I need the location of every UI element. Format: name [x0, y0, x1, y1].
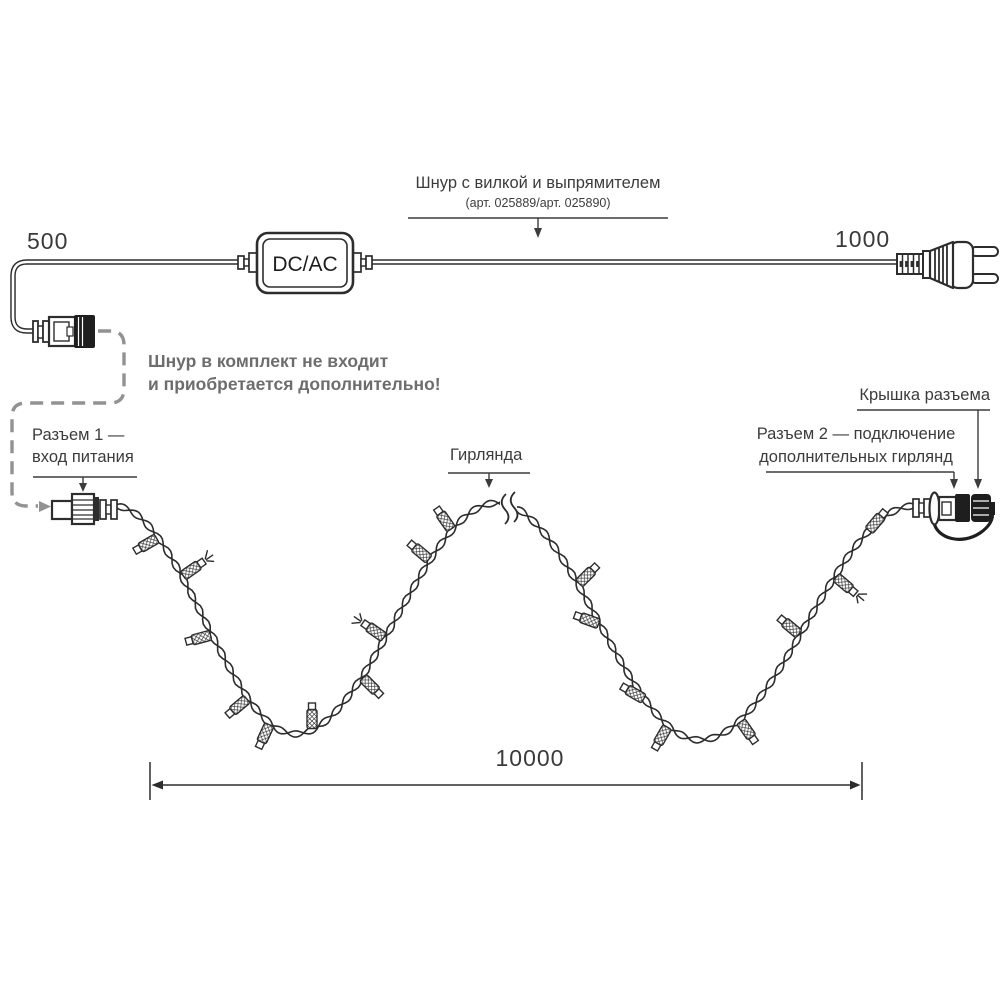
connector1-label-line2: вход питания [32, 448, 134, 466]
connector1-label: Разъем 1 — вход питания [32, 424, 134, 468]
garland-bulb [180, 550, 215, 580]
connector-cap-figure [971, 494, 995, 522]
cord-500-figure [10, 259, 240, 334]
cap-pointer [857, 409, 990, 489]
dimension-10000-label: 10000 [495, 745, 565, 771]
garland-bulb [575, 561, 601, 587]
dcac-converter-figure: DC/AC [237, 231, 373, 295]
garland-bulb [359, 674, 385, 700]
connector2-figure [912, 491, 995, 541]
bulb-sparkle [351, 613, 363, 624]
bulb-sparkle [855, 593, 868, 604]
garland-bulb [572, 610, 601, 629]
cap-tether-cord [932, 511, 995, 541]
garland-bulb [618, 682, 647, 704]
connector1-figure [50, 492, 118, 526]
note-line1: Шнур в комплект не входит [148, 351, 389, 371]
dashed-arrowhead [39, 501, 51, 512]
garland-label: Гирлянда [450, 446, 523, 464]
garland-bulb [254, 722, 274, 751]
garland-bulb [776, 613, 802, 638]
garland-wire-figure [113, 499, 915, 752]
garland-bulb [432, 505, 456, 532]
garland-bulb [650, 724, 672, 752]
note-line2: и приобретается дополнительно! [148, 374, 441, 394]
garland-bulb [184, 630, 213, 647]
garland-bulb [736, 718, 760, 746]
garland-label-pointer [448, 472, 530, 488]
garland-bulb [131, 534, 160, 556]
garland-bulb [833, 573, 868, 604]
garland-bulb [406, 539, 432, 563]
cord-label-pointer [408, 217, 668, 238]
connector2-label: Разъем 2 — подключение дополнительных ги… [752, 423, 960, 468]
connector2-pointer [766, 471, 958, 489]
garland-bulb [306, 702, 318, 730]
garland-bulb [351, 613, 387, 642]
connector2-label-line1: Разъем 2 — подключение [756, 425, 956, 443]
bulb-sparkle [204, 550, 215, 563]
dimension-500-label: 500 [27, 228, 69, 254]
connector-500-figure [32, 315, 95, 348]
connector1-pointer [33, 476, 137, 492]
cap-label: Крышка разъема [859, 386, 990, 404]
connector1-label-line1: Разъем 1 — [32, 426, 125, 444]
cord-label-subtitle: (арт. 025889/арт. 025890) [465, 196, 611, 210]
garland-bulb [865, 507, 890, 534]
dimension-1000-label: 1000 [835, 226, 891, 252]
note-text: Шнур в комплект не входит и приобретаетс… [148, 350, 441, 396]
power-plug-figure [896, 240, 999, 290]
cord-label-title: Шнур с вилкой и выпрямителем [415, 174, 661, 192]
garland-bulb [224, 695, 250, 720]
wire-break-mark [500, 491, 519, 525]
dimension-10000 [149, 762, 863, 800]
dcac-label: DC/AC [272, 253, 337, 276]
dashed-route [10, 329, 126, 512]
connector2-label-line2: дополнительных гирлянд [759, 447, 953, 466]
